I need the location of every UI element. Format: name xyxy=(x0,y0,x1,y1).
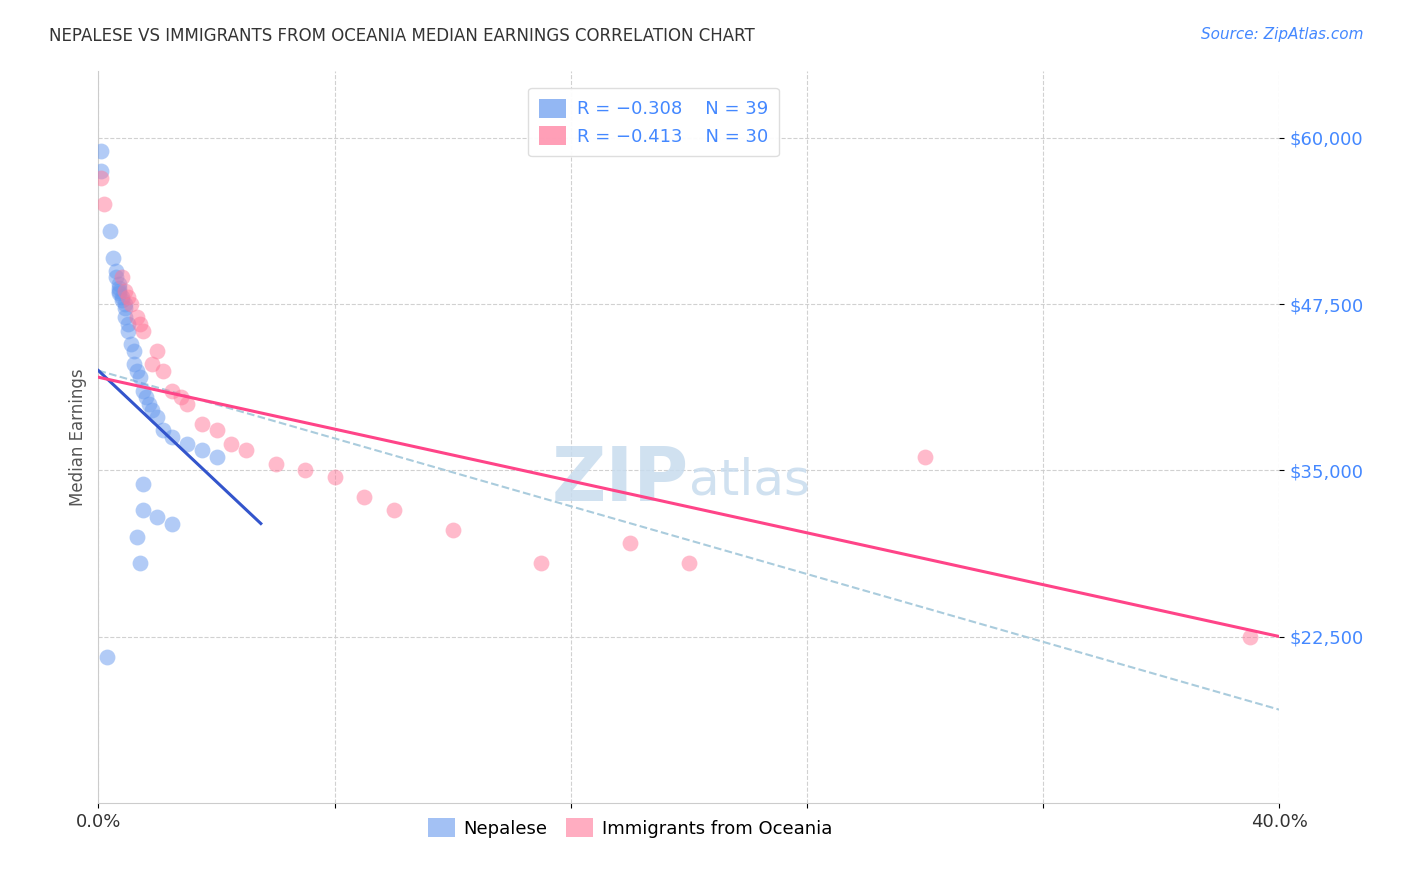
Point xyxy=(105,270,128,285)
Point xyxy=(128,557,150,571)
Point xyxy=(294,463,316,477)
Point xyxy=(191,417,214,431)
Point xyxy=(152,424,174,438)
Point xyxy=(120,297,142,311)
Text: NEPALESE VS IMMIGRANTS FROM OCEANIA MEDIAN EARNINGS CORRELATION CHART: NEPALESE VS IMMIGRANTS FROM OCEANIA MEDI… xyxy=(49,27,755,45)
Point xyxy=(122,343,145,358)
Point xyxy=(108,284,131,298)
Point xyxy=(162,430,183,444)
Point xyxy=(96,649,118,664)
Point xyxy=(152,363,174,377)
Point xyxy=(205,424,228,438)
Point xyxy=(103,251,125,265)
Point xyxy=(93,197,115,211)
Point xyxy=(108,286,131,301)
Point xyxy=(914,450,936,464)
Point xyxy=(117,324,139,338)
Point xyxy=(111,293,134,307)
Point xyxy=(132,476,155,491)
Point xyxy=(90,170,112,185)
Text: ZIP: ZIP xyxy=(551,444,689,517)
Point xyxy=(162,516,183,531)
Point xyxy=(98,224,121,238)
Point xyxy=(141,403,163,417)
Point xyxy=(176,436,198,450)
Point xyxy=(170,390,193,404)
Point xyxy=(108,277,131,292)
Point xyxy=(323,470,346,484)
Point xyxy=(1239,630,1261,644)
Point xyxy=(146,509,169,524)
Point xyxy=(382,503,405,517)
Point xyxy=(111,270,134,285)
Point xyxy=(111,290,134,304)
Point xyxy=(120,337,142,351)
Y-axis label: Median Earnings: Median Earnings xyxy=(69,368,87,506)
Point xyxy=(191,443,214,458)
Point xyxy=(114,284,136,298)
Text: Source: ZipAtlas.com: Source: ZipAtlas.com xyxy=(1201,27,1364,42)
Point xyxy=(135,390,157,404)
Point xyxy=(264,457,287,471)
Point xyxy=(162,384,183,398)
Point xyxy=(619,536,641,550)
Point xyxy=(117,290,139,304)
Point xyxy=(132,324,155,338)
Point xyxy=(132,503,155,517)
Text: atlas: atlas xyxy=(689,457,810,505)
Point xyxy=(441,523,464,537)
Point xyxy=(146,343,169,358)
Point xyxy=(221,436,243,450)
Point xyxy=(530,557,553,571)
Point xyxy=(114,297,136,311)
Point xyxy=(117,317,139,331)
Point xyxy=(125,310,148,325)
Point xyxy=(353,490,375,504)
Point xyxy=(125,530,148,544)
Point xyxy=(128,370,150,384)
Point xyxy=(105,264,128,278)
Point xyxy=(108,281,131,295)
Point xyxy=(205,450,228,464)
Point xyxy=(90,144,112,158)
Point xyxy=(122,357,145,371)
Point xyxy=(125,363,148,377)
Point xyxy=(146,410,169,425)
Point xyxy=(114,310,136,325)
Point xyxy=(138,397,160,411)
Point xyxy=(128,317,150,331)
Point xyxy=(90,164,112,178)
Point xyxy=(678,557,700,571)
Point xyxy=(114,301,136,315)
Legend: Nepalese, Immigrants from Oceania: Nepalese, Immigrants from Oceania xyxy=(420,811,839,845)
Point xyxy=(132,384,155,398)
Point xyxy=(235,443,257,458)
Point xyxy=(176,397,198,411)
Point xyxy=(141,357,163,371)
